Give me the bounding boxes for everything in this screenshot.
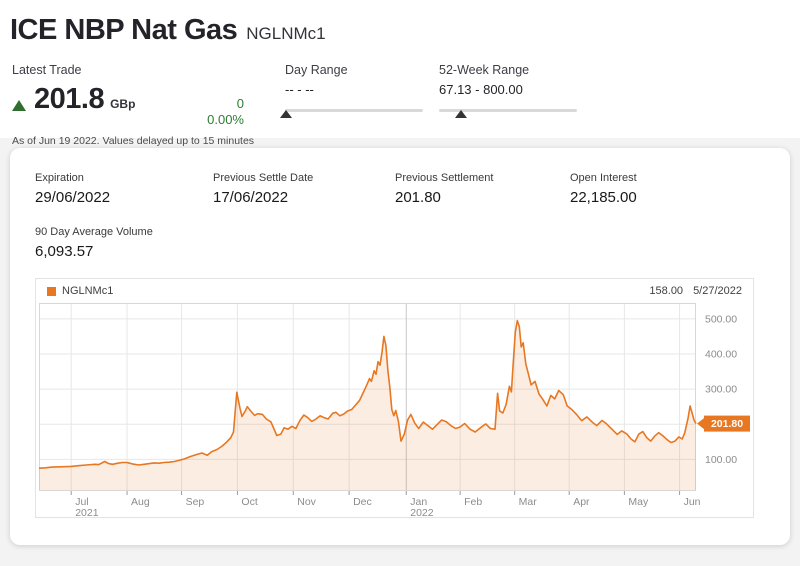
day-range-block: Day Range -- - -- bbox=[280, 63, 423, 147]
x-tick-label: Oct bbox=[241, 496, 257, 508]
y-tick-label: 400.00 bbox=[705, 348, 737, 360]
day-range-slider-track bbox=[285, 109, 423, 112]
x-tick-label: Sep bbox=[186, 496, 205, 508]
detail-value: 6,093.57 bbox=[35, 243, 94, 260]
price-change: 0 0.00% bbox=[207, 96, 244, 128]
detail-label: Previous Settlement bbox=[395, 172, 494, 184]
title-row: ICE NBP Nat Gas NGLNMc1 bbox=[10, 14, 788, 47]
detail-label: Previous Settle Date bbox=[213, 172, 314, 184]
week52-range-value: 67.13 - 800.00 bbox=[439, 82, 523, 97]
detail-label: Open Interest bbox=[570, 172, 637, 184]
content-section: Expiration 29/06/2022 Previous Settle Da… bbox=[0, 138, 800, 566]
chart-legend-label[interactable]: NGLNMc1 bbox=[62, 285, 114, 297]
x-tick-label: Jun bbox=[684, 496, 701, 508]
last-price-tag-arrow-icon bbox=[697, 418, 704, 430]
x-tick-label: Feb bbox=[464, 496, 482, 508]
detail-field: Previous Settlement 201.80 bbox=[395, 172, 570, 206]
x-year-label: 2021 bbox=[75, 507, 99, 517]
x-tick-label: Apr bbox=[573, 496, 590, 508]
x-tick-label: Jul bbox=[75, 496, 88, 508]
week52-range-label: 52-Week Range bbox=[439, 63, 530, 77]
x-tick-label: Dec bbox=[353, 496, 372, 508]
legend-swatch-icon bbox=[47, 286, 56, 296]
chart-hover-date: 5/27/2022 bbox=[693, 285, 742, 297]
chart-hover-value: 158.00 bbox=[649, 285, 684, 297]
instrument-header: ICE NBP Nat Gas NGLNMc1 Latest Trade 201… bbox=[0, 0, 800, 147]
chart-header-right: 158.00 5/27/2022 bbox=[649, 285, 742, 297]
day-range-slider[interactable] bbox=[280, 109, 423, 119]
details-grid: Expiration 29/06/2022 Previous Settle Da… bbox=[35, 172, 765, 260]
detail-field: Previous Settle Date 17/06/2022 bbox=[213, 172, 395, 206]
latest-trade-block: Latest Trade 201.8 GBp 0 0.00% As of Jun… bbox=[12, 63, 255, 147]
x-tick-label: Aug bbox=[131, 496, 150, 508]
price-row: 201.8 GBp 0 0.00% bbox=[12, 83, 244, 128]
day-range-value: -- - -- bbox=[285, 82, 314, 97]
chart-header: NGLNMc1 158.00 5/27/2022 bbox=[36, 279, 753, 301]
price-currency: GBp bbox=[110, 97, 136, 111]
change-percent: 0.00% bbox=[207, 112, 244, 127]
asof-note: As of Jun 19 2022. Values delayed up to … bbox=[12, 135, 255, 147]
detail-value: 29/06/2022 bbox=[35, 189, 111, 206]
detail-value: 22,185.00 bbox=[570, 189, 637, 206]
x-tick-label: Mar bbox=[519, 496, 538, 508]
detail-value: 201.80 bbox=[395, 189, 441, 206]
latest-trade-label: Latest Trade bbox=[12, 63, 82, 77]
up-triangle-icon bbox=[12, 100, 26, 111]
y-tick-label: 300.00 bbox=[705, 384, 737, 396]
price-chart-container: NGLNMc1 158.00 5/27/2022 Jul 2021 Aug Sep Oc… bbox=[35, 278, 754, 518]
price-area-fill bbox=[39, 320, 696, 490]
stats-row: Latest Trade 201.8 GBp 0 0.00% As of Jun… bbox=[10, 63, 788, 147]
x-tick-label: Jan bbox=[410, 496, 427, 508]
page-title: ICE NBP Nat Gas bbox=[10, 14, 238, 46]
last-price-tag-label: 201.80 bbox=[711, 418, 743, 430]
contract-details-card: Expiration 29/06/2022 Previous Settle Da… bbox=[10, 148, 790, 545]
detail-field: Open Interest 22,185.00 bbox=[570, 172, 765, 206]
latest-price: 201.8 bbox=[34, 83, 105, 115]
week52-range-marker-icon[interactable] bbox=[455, 110, 468, 118]
x-tick-label: May bbox=[628, 496, 649, 508]
x-tick-label: Nov bbox=[297, 496, 316, 508]
change-value: 0 bbox=[236, 96, 244, 111]
week52-range-slider-track bbox=[439, 109, 577, 112]
price-line bbox=[38, 319, 697, 469]
last-price-tag bbox=[704, 415, 750, 432]
week52-range-slider[interactable] bbox=[439, 109, 577, 119]
detail-label: Expiration bbox=[35, 172, 84, 184]
detail-label: 90 Day Average Volume bbox=[35, 226, 153, 238]
detail-field: 90 Day Average Volume 6,093.57 bbox=[35, 226, 213, 260]
day-range-marker-icon[interactable] bbox=[280, 110, 293, 118]
instrument-ric: NGLNMc1 bbox=[246, 24, 326, 43]
day-range-label: Day Range bbox=[285, 63, 348, 77]
y-tick-label: 500.00 bbox=[705, 313, 737, 325]
y-tick-label: 100.00 bbox=[705, 454, 737, 466]
detail-field: Expiration 29/06/2022 bbox=[35, 172, 213, 206]
week52-range-block: 52-Week Range 67.13 - 800.00 bbox=[439, 63, 577, 147]
x-year-label: 2022 bbox=[410, 507, 434, 517]
detail-value: 17/06/2022 bbox=[213, 189, 289, 206]
